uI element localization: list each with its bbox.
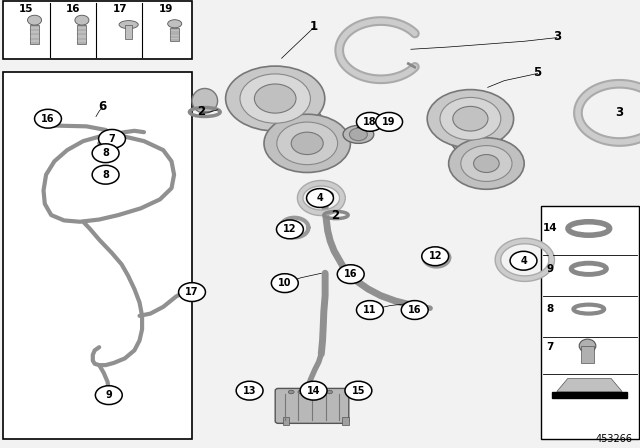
Ellipse shape — [474, 155, 499, 172]
Ellipse shape — [451, 126, 502, 155]
Circle shape — [356, 112, 383, 131]
Ellipse shape — [102, 388, 116, 398]
Ellipse shape — [440, 97, 500, 140]
Text: 2: 2 — [331, 209, 339, 223]
Ellipse shape — [579, 339, 596, 353]
Text: 2: 2 — [198, 104, 205, 118]
Text: 14: 14 — [307, 386, 321, 396]
Circle shape — [422, 247, 449, 266]
Text: 17: 17 — [185, 287, 199, 297]
Circle shape — [376, 112, 403, 131]
FancyBboxPatch shape — [275, 388, 349, 423]
Ellipse shape — [317, 390, 323, 394]
Text: 8: 8 — [102, 148, 109, 158]
Ellipse shape — [240, 74, 310, 123]
Ellipse shape — [168, 20, 182, 28]
Circle shape — [300, 381, 327, 400]
Ellipse shape — [453, 106, 488, 131]
Text: 9: 9 — [106, 390, 112, 400]
Bar — [342, 417, 349, 425]
Text: 14: 14 — [543, 224, 557, 233]
Text: 3: 3 — [616, 106, 623, 120]
Text: 16: 16 — [408, 305, 422, 315]
Text: 3: 3 — [553, 30, 561, 43]
Text: 19: 19 — [382, 117, 396, 127]
Ellipse shape — [449, 138, 524, 189]
Ellipse shape — [288, 390, 294, 394]
Ellipse shape — [119, 21, 138, 29]
Circle shape — [179, 283, 205, 302]
Text: 16: 16 — [41, 114, 55, 124]
Ellipse shape — [461, 146, 512, 181]
Ellipse shape — [254, 84, 296, 113]
Bar — [77, 25, 86, 44]
Polygon shape — [552, 392, 627, 398]
Text: 8: 8 — [102, 170, 109, 180]
Ellipse shape — [75, 15, 89, 25]
Text: 18: 18 — [363, 117, 377, 127]
Ellipse shape — [276, 122, 338, 165]
Ellipse shape — [317, 191, 333, 199]
Ellipse shape — [291, 132, 323, 155]
Text: 19: 19 — [159, 4, 173, 14]
Bar — [3, 72, 192, 439]
Circle shape — [271, 274, 298, 293]
Circle shape — [401, 301, 428, 319]
Text: 5: 5 — [534, 66, 541, 79]
Text: 7: 7 — [109, 134, 115, 144]
Circle shape — [99, 129, 125, 148]
Text: 12: 12 — [428, 251, 442, 261]
Circle shape — [95, 386, 122, 405]
Ellipse shape — [28, 15, 42, 25]
Text: 13: 13 — [243, 386, 257, 396]
Circle shape — [337, 265, 364, 284]
Text: 15: 15 — [19, 4, 33, 14]
Text: 453266: 453266 — [595, 435, 632, 444]
Polygon shape — [557, 379, 622, 392]
Bar — [581, 346, 594, 363]
Circle shape — [510, 251, 537, 270]
Text: 15: 15 — [351, 386, 365, 396]
Text: 17: 17 — [113, 4, 127, 14]
Bar — [125, 25, 132, 39]
Circle shape — [307, 189, 333, 207]
Ellipse shape — [349, 128, 367, 141]
Circle shape — [356, 301, 383, 319]
Circle shape — [35, 109, 61, 128]
Ellipse shape — [264, 114, 351, 172]
Text: 9: 9 — [547, 264, 554, 274]
Circle shape — [92, 165, 119, 184]
Ellipse shape — [327, 390, 333, 394]
Text: 12: 12 — [283, 224, 297, 234]
Bar — [30, 25, 39, 44]
Ellipse shape — [307, 390, 314, 394]
Text: 10: 10 — [278, 278, 292, 288]
Ellipse shape — [192, 89, 218, 113]
Bar — [541, 206, 639, 439]
Ellipse shape — [226, 66, 325, 131]
Bar — [170, 28, 179, 41]
Text: 4: 4 — [317, 193, 323, 203]
Text: 6: 6 — [99, 100, 106, 113]
Text: 1: 1 — [310, 20, 317, 34]
Circle shape — [92, 144, 119, 163]
Ellipse shape — [264, 103, 322, 137]
Ellipse shape — [343, 125, 374, 143]
Ellipse shape — [298, 390, 303, 394]
Text: 8: 8 — [547, 304, 554, 314]
Text: 7: 7 — [547, 342, 554, 352]
Text: 11: 11 — [363, 305, 377, 315]
Ellipse shape — [428, 90, 514, 148]
Text: 16: 16 — [344, 269, 358, 279]
Text: 16: 16 — [66, 4, 81, 14]
Bar — [3, 1, 192, 59]
Text: 4: 4 — [520, 256, 527, 266]
Circle shape — [276, 220, 303, 239]
Bar — [283, 417, 289, 425]
Circle shape — [236, 381, 263, 400]
Circle shape — [345, 381, 372, 400]
